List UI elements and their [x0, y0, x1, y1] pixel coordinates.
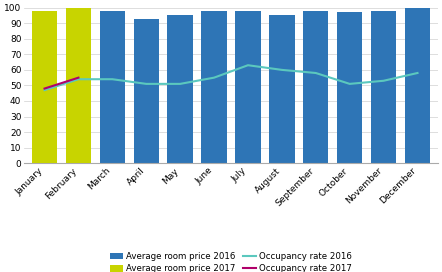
- Bar: [66, 14, 91, 163]
- Bar: [303, 11, 328, 163]
- Bar: [269, 16, 294, 163]
- Bar: [202, 11, 227, 163]
- Bar: [32, 18, 57, 163]
- Bar: [99, 11, 125, 163]
- Bar: [133, 18, 159, 163]
- Bar: [168, 16, 193, 163]
- Bar: [405, 8, 430, 163]
- Bar: [235, 11, 261, 163]
- Bar: [337, 12, 362, 163]
- Bar: [32, 11, 57, 163]
- Bar: [371, 11, 396, 163]
- Legend: Average room price 2016, Average room price 2017, Occupancy rate 2016, Occupancy: Average room price 2016, Average room pr…: [107, 248, 355, 272]
- Bar: [66, 8, 91, 163]
